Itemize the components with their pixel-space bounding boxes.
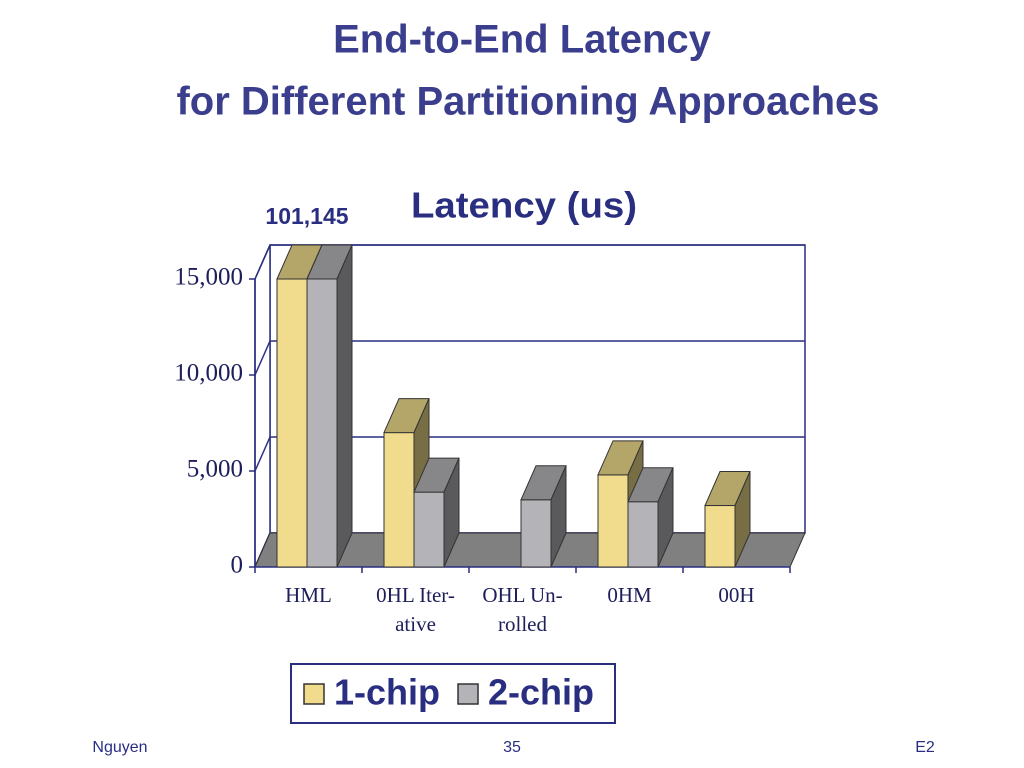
bar (704, 471, 751, 568)
bar-front (383, 432, 415, 568)
bar (520, 465, 567, 568)
bar-front (520, 499, 552, 568)
bar-front (704, 505, 736, 568)
footer-right: E2 (915, 739, 935, 756)
x-tick-label: 0HM (607, 583, 652, 607)
bar (627, 467, 674, 568)
legend-swatch (457, 683, 479, 705)
footer-left: Nguyen (92, 739, 147, 756)
legend-swatch (303, 683, 325, 705)
bar-front (413, 491, 445, 568)
bar-side (734, 471, 751, 568)
x-tick-label: 0HL Iter-ative (376, 583, 455, 636)
value-label: 101,145 (265, 203, 348, 229)
x-tick-label: 00H (718, 583, 755, 607)
y-tick-label: 0 (231, 552, 244, 579)
bar (306, 244, 353, 568)
legend-label: 1-chip (334, 672, 440, 713)
bar-front (306, 278, 338, 568)
x-tick-label: HML (285, 583, 332, 607)
bar-side (550, 465, 567, 568)
legend-label: 2-chip (488, 672, 594, 713)
legend (290, 663, 616, 724)
y-tick-label: 10,000 (174, 360, 243, 387)
bar (413, 457, 460, 568)
chart-title: Latency (us) (411, 185, 637, 226)
grid-line (254, 244, 271, 280)
y-tick-label: 5,000 (187, 456, 243, 483)
x-tick-label: OHL Un-rolled (482, 583, 563, 636)
footer-center: 35 (503, 739, 521, 756)
slide-title: for Different Partitioning Approaches (176, 80, 879, 124)
bar-front (597, 474, 629, 568)
slide-title: End-to-End Latency (333, 18, 712, 62)
grid-line (254, 436, 271, 472)
y-tick-label: 15,000 (174, 264, 243, 291)
grid-line (254, 340, 271, 376)
bar-front (627, 501, 659, 568)
bar-side (657, 467, 674, 568)
bar-front (276, 278, 308, 568)
bar-side (443, 457, 460, 568)
bar-side (336, 244, 353, 568)
side-wall (254, 244, 271, 568)
